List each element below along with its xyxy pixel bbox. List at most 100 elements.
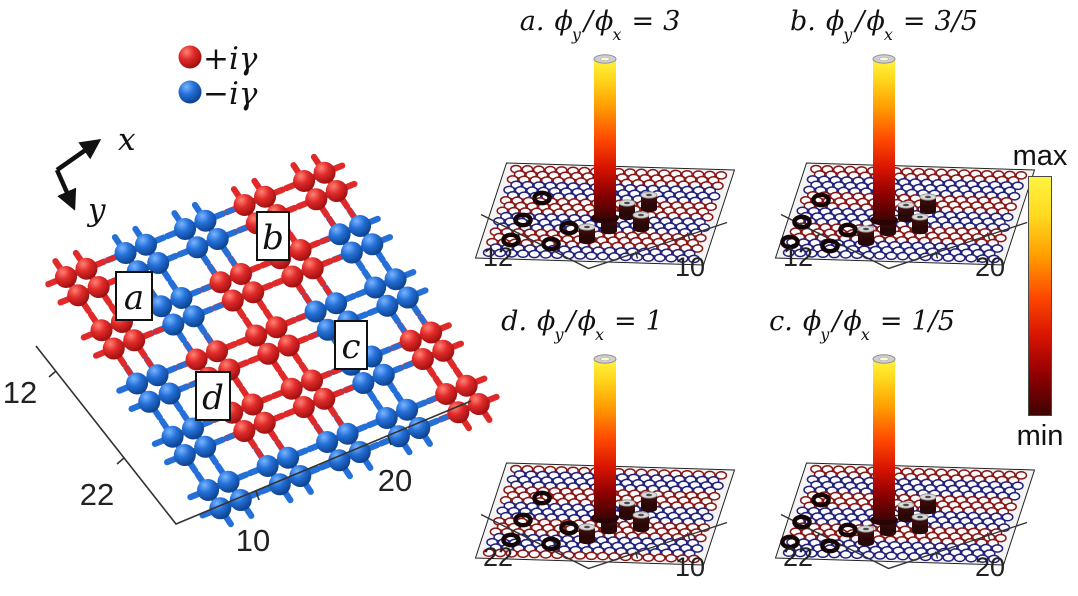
lattice-sphere xyxy=(241,393,264,416)
lattice-sphere xyxy=(292,396,315,419)
small-bar-cap-hole xyxy=(863,527,869,531)
panel-d-title: d. ϕy/ϕx = 1 xyxy=(422,300,742,344)
panel-axes xyxy=(780,513,1028,570)
panel-d-tick-left: 22 xyxy=(483,542,513,572)
small-bar-base xyxy=(898,215,914,223)
lattice-sphere xyxy=(361,233,384,256)
lattice-sphere xyxy=(146,364,169,387)
plane-ring xyxy=(994,533,1007,543)
colorbar-gradient xyxy=(1028,176,1052,416)
lattice-tick-bottom: 10 xyxy=(236,523,270,558)
lattice-dashed-bond xyxy=(200,253,218,276)
plane-ring xyxy=(711,481,724,491)
plane-ring xyxy=(711,181,724,191)
plane-ring xyxy=(676,554,689,563)
axis-tick xyxy=(255,490,260,501)
phi-sub-x: x xyxy=(612,25,622,45)
plane-ring xyxy=(676,254,689,263)
peak-bar-cap-hole xyxy=(600,56,610,62)
panel-a-plot: 12 10 xyxy=(474,54,736,282)
legend-gain-marker xyxy=(178,45,202,69)
lattice-dashed-bond xyxy=(236,467,261,481)
lattice-sphere xyxy=(408,417,431,440)
plane-ring xyxy=(1008,191,1021,201)
plane-ring xyxy=(1015,471,1028,480)
plane-ring xyxy=(482,548,495,557)
phi-symbol: ϕ xyxy=(802,306,822,337)
panel-b-tick-right: 20 xyxy=(975,252,1005,282)
plane-ring xyxy=(1001,512,1014,522)
lattice-dashed-bond xyxy=(224,336,249,350)
plane-rings xyxy=(482,164,728,264)
plane-ring xyxy=(988,554,1000,564)
lattice-dashed-bond xyxy=(188,461,205,484)
plane-ring xyxy=(896,551,909,561)
lattice-dashed-bond xyxy=(355,307,380,321)
panel-b-title: b. ϕy/ϕx = 3/5 xyxy=(724,0,1044,44)
panel-axis-tick xyxy=(986,532,991,540)
region-label-c: c xyxy=(334,320,368,370)
panel-axis-tick xyxy=(934,251,939,259)
plane-ring xyxy=(805,549,818,558)
plane-ring xyxy=(885,551,898,561)
lattice-sphere xyxy=(90,319,113,342)
phi-symbol: ϕ xyxy=(843,306,862,337)
panel-c-prefix: c. xyxy=(769,306,793,337)
plane-ring xyxy=(642,553,655,562)
lattice-sphere xyxy=(114,242,137,264)
lattice-sphere xyxy=(245,324,268,347)
small-bar-cap-hole xyxy=(925,495,931,499)
lattice-sphere xyxy=(256,454,279,477)
lattice-dashed-bond xyxy=(284,200,309,214)
plane-ring xyxy=(1015,171,1028,180)
plane-ring xyxy=(517,549,529,559)
site-ring-marker xyxy=(513,512,533,528)
peak-bar-cap-hole xyxy=(879,356,889,362)
axis-line xyxy=(35,345,472,525)
lattice-sphere xyxy=(280,377,303,400)
lattice-sphere xyxy=(254,185,277,208)
lattice-dashed-bond xyxy=(375,250,393,273)
lattice-dashed-bond xyxy=(426,365,443,388)
lattice-dashed-bond xyxy=(208,453,226,476)
plane-ring xyxy=(494,548,507,558)
panel-c-title: c. ϕy/ϕx = 1/5 xyxy=(702,300,1022,344)
lattice-dashed-bond xyxy=(260,277,285,291)
lattice-dashed-bond xyxy=(316,274,333,297)
small-bar-cap-hole xyxy=(925,195,931,199)
lattice-sphere xyxy=(134,233,157,256)
small-bar-base xyxy=(619,513,635,521)
lattice-sphere xyxy=(467,393,490,416)
lattice-dashed-bond xyxy=(117,355,134,378)
site-ring-marker xyxy=(541,236,561,252)
plane-ring xyxy=(494,248,507,258)
lattice-dashed-bond xyxy=(307,413,324,436)
plane-ring xyxy=(1011,481,1024,491)
plane-ring xyxy=(691,244,704,253)
plane-ring xyxy=(562,550,575,560)
lattice-sphere xyxy=(174,218,197,240)
panel-axis-tick xyxy=(634,251,639,259)
panel-axis-tick xyxy=(986,232,991,240)
lattice-sphere xyxy=(349,214,372,237)
lattice-dashed-bond xyxy=(161,269,179,292)
lattice-dashed-bond xyxy=(165,360,190,374)
plane-ring xyxy=(694,533,707,543)
colorbar: max min xyxy=(1002,140,1078,470)
lattice-sphere xyxy=(305,188,328,211)
small-bar-base xyxy=(579,237,595,245)
plane-ring xyxy=(805,249,818,258)
small-bar-cap-hole xyxy=(646,493,652,497)
region-label-c-text: c xyxy=(341,327,360,367)
lattice-art xyxy=(45,153,500,528)
panel-axis-tick xyxy=(934,551,939,559)
panel-b-tick-left: 12 xyxy=(783,242,813,272)
lattice-dashed-bond xyxy=(272,408,297,422)
plane-ring xyxy=(539,550,552,559)
lattice-sphere xyxy=(186,236,209,259)
plane-ring xyxy=(715,171,728,180)
lattice-dashed-bond xyxy=(387,381,404,404)
panel-c-tick-right: 20 xyxy=(975,552,1005,582)
colorbar-max-label: max xyxy=(1012,140,1068,172)
plane-ring xyxy=(665,553,678,563)
